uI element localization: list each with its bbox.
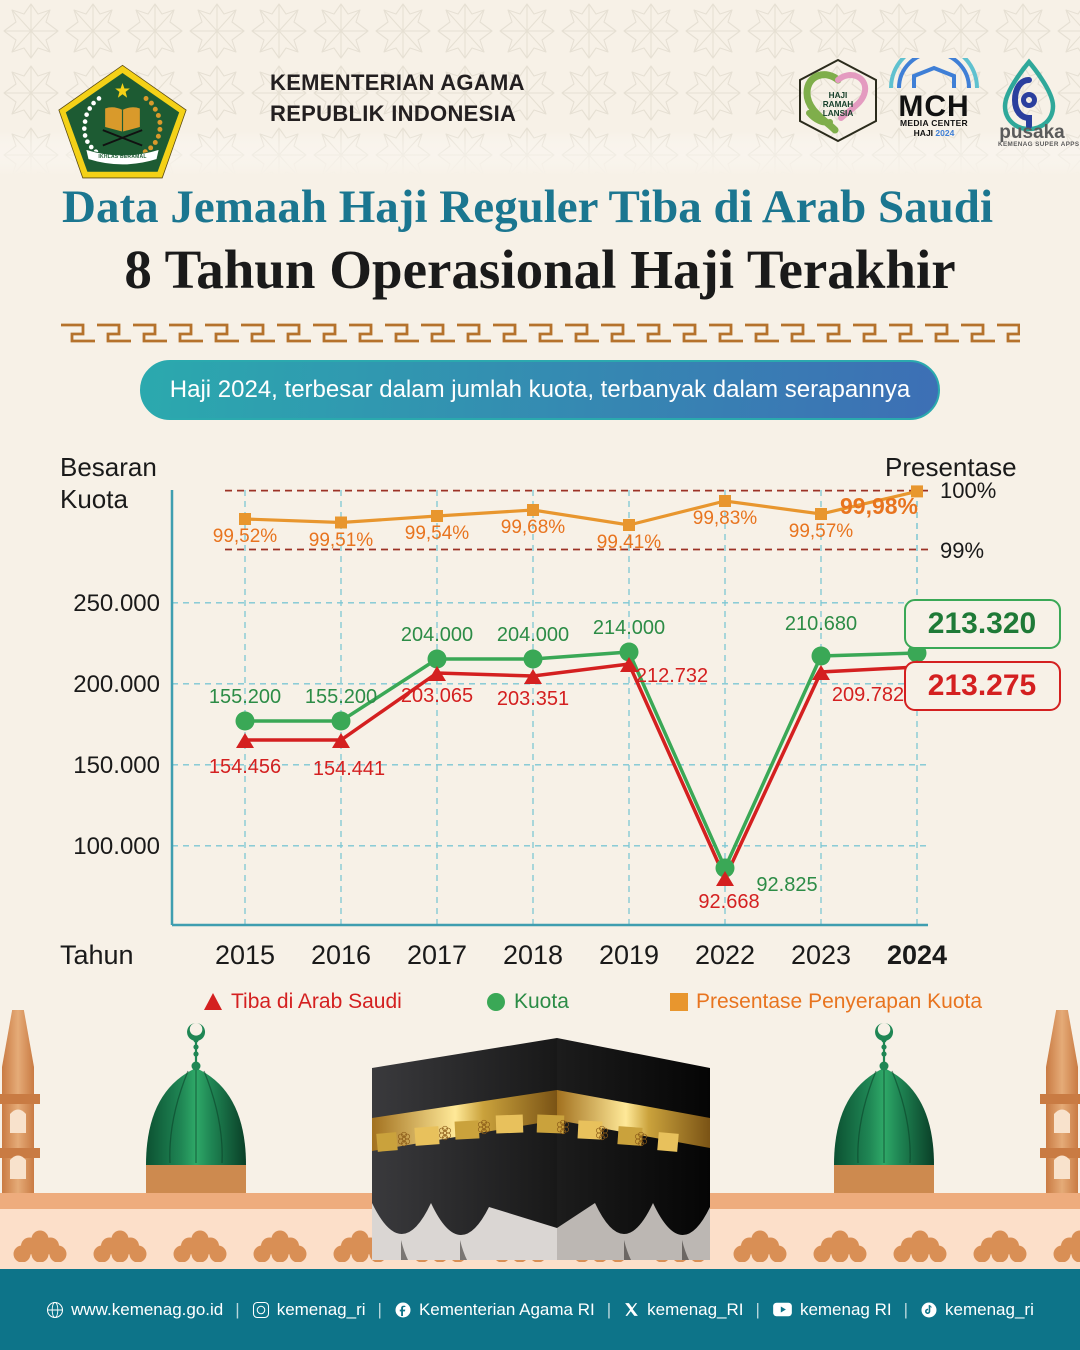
svg-text:203.065: 203.065 — [401, 685, 473, 707]
svg-text:Tahun: Tahun — [60, 940, 134, 970]
svg-text:92.825: 92.825 — [756, 874, 817, 896]
svg-text:99,54%: 99,54% — [405, 523, 470, 544]
svg-text:99%: 99% — [940, 538, 984, 563]
svg-text:92.668: 92.668 — [698, 891, 759, 913]
svg-text:99,41%: 99,41% — [597, 532, 662, 553]
svg-text:155.200: 155.200 — [305, 686, 377, 708]
svg-text:209.782: 209.782 — [832, 684, 904, 706]
svg-text:204.000: 204.000 — [497, 624, 569, 646]
svg-text:250.000: 250.000 — [73, 590, 160, 617]
svg-text:2022: 2022 — [695, 940, 755, 970]
svg-text:2023: 2023 — [791, 940, 851, 970]
svg-text:2016: 2016 — [311, 940, 371, 970]
svg-text:210.680: 210.680 — [785, 613, 857, 635]
svg-text:150.000: 150.000 — [73, 752, 160, 779]
svg-text:2018: 2018 — [503, 940, 563, 970]
svg-text:99,68%: 99,68% — [501, 517, 566, 538]
svg-text:100%: 100% — [940, 478, 996, 503]
svg-text:99,57%: 99,57% — [789, 521, 854, 542]
svg-text:213.275: 213.275 — [928, 669, 1036, 702]
svg-text:2019: 2019 — [599, 940, 659, 970]
svg-text:200.000: 200.000 — [73, 671, 160, 698]
svg-text:2017: 2017 — [407, 940, 467, 970]
svg-text:99,51%: 99,51% — [309, 530, 374, 551]
svg-text:212.732: 212.732 — [636, 665, 708, 687]
svg-text:99,83%: 99,83% — [693, 508, 758, 529]
svg-text:214.000: 214.000 — [593, 617, 665, 639]
svg-text:99,52%: 99,52% — [213, 526, 278, 547]
svg-text:204.000: 204.000 — [401, 624, 473, 646]
svg-text:154.441: 154.441 — [313, 758, 385, 780]
svg-text:203.351: 203.351 — [497, 688, 569, 710]
svg-text:99,98%: 99,98% — [840, 493, 918, 519]
svg-text:2015: 2015 — [215, 940, 275, 970]
svg-text:154.456: 154.456 — [209, 756, 281, 778]
svg-text:100.000: 100.000 — [73, 833, 160, 860]
svg-text:213.320: 213.320 — [928, 607, 1036, 640]
svg-text:2024: 2024 — [887, 940, 947, 970]
svg-text:155.200: 155.200 — [209, 686, 281, 708]
